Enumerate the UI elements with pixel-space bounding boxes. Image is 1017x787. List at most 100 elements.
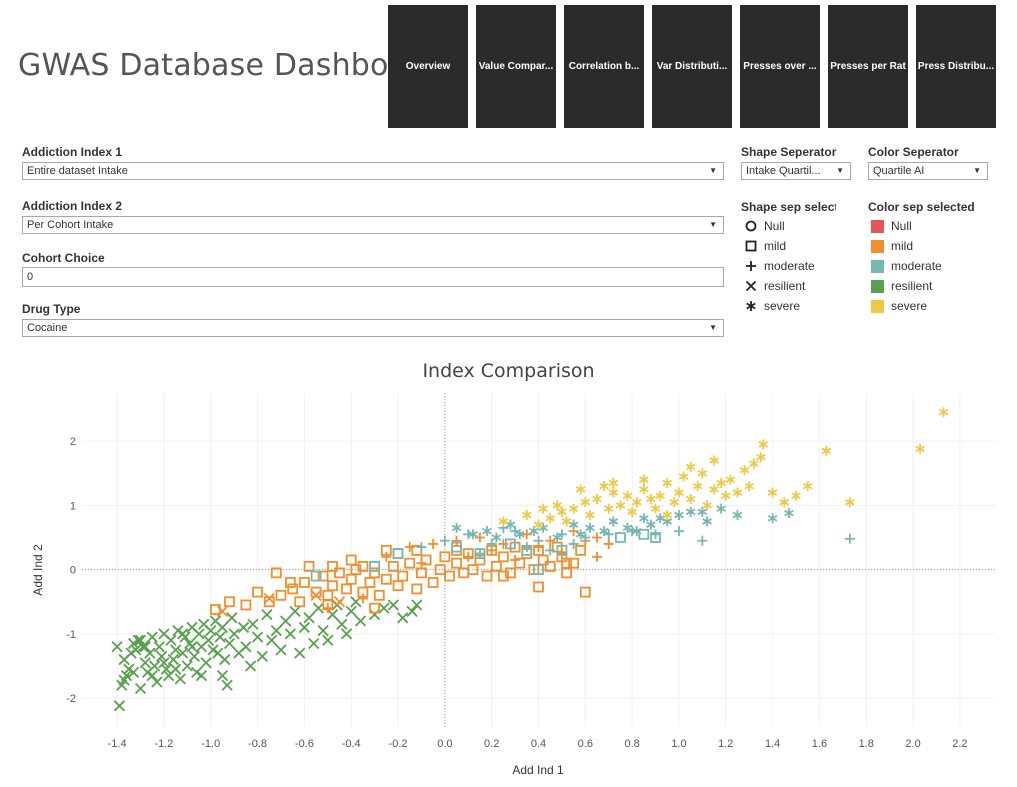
data-point — [416, 558, 427, 569]
shape-legend-label: Null — [764, 219, 785, 233]
data-point — [416, 567, 427, 579]
data-point — [397, 612, 409, 624]
data-point — [568, 557, 580, 569]
data-point — [575, 544, 587, 556]
color-legend-item[interactable]: severe — [871, 299, 927, 313]
data-point — [223, 637, 236, 650]
data-point — [289, 605, 301, 618]
data-point — [678, 471, 689, 482]
nav-presses-per-rat-button[interactable]: Presses per Rat — [828, 5, 908, 128]
data-point — [357, 593, 368, 604]
data-point — [521, 542, 532, 553]
data-point — [716, 477, 726, 488]
nav-correlation-button[interactable]: Correlation b... — [564, 5, 644, 128]
data-point — [340, 628, 353, 640]
data-point — [599, 481, 609, 492]
data-point — [310, 570, 322, 582]
data-point — [655, 513, 666, 524]
x-tick-label: -0.4 — [342, 738, 361, 750]
data-point — [387, 599, 399, 611]
nav-overview-button[interactable]: Overview — [388, 5, 468, 128]
color-legend-item[interactable]: moderate — [871, 259, 942, 273]
data-point — [732, 487, 743, 498]
data-point — [521, 529, 532, 540]
data-point — [744, 481, 754, 492]
color-legend-label: mild — [891, 239, 914, 253]
color-legend-item[interactable]: mild — [871, 239, 913, 253]
data-point — [603, 503, 614, 514]
data-point — [327, 561, 338, 572]
x-tick-label: 1.2 — [718, 738, 733, 750]
data-point — [134, 634, 147, 646]
data-point — [702, 516, 712, 527]
data-point — [158, 657, 170, 669]
cohort-choice-input[interactable]: 0 — [22, 267, 724, 287]
data-point — [303, 561, 315, 572]
data-point — [673, 526, 684, 537]
addiction-index-1-dropdown[interactable]: Entire dataset Intake ▼ — [22, 162, 724, 180]
color-separator-dropdown[interactable]: Quartile AI ▼ — [868, 162, 988, 180]
data-point — [368, 608, 381, 621]
data-point — [510, 555, 521, 565]
shape-separator-value: Intake Quartil... — [746, 165, 821, 177]
addiction-index-2-label: Addiction Index 2 — [22, 199, 123, 213]
x-tick-label: 0.2 — [484, 738, 499, 750]
data-point — [265, 634, 278, 646]
data-point — [674, 487, 684, 498]
data-point — [369, 567, 381, 579]
data-point — [153, 641, 165, 653]
data-point — [252, 586, 263, 598]
addiction-index-2-dropdown[interactable]: Per Cohort Intake ▼ — [22, 216, 724, 234]
shape-separator-dropdown[interactable]: Intake Quartil... ▼ — [741, 162, 851, 180]
data-point — [284, 628, 296, 640]
y-tick-label: -2 — [66, 693, 76, 705]
x-tick-label: 0.8 — [624, 738, 639, 750]
data-point — [226, 612, 238, 624]
shape-legend-item[interactable]: severe — [745, 299, 800, 313]
data-point — [579, 586, 591, 598]
data-point — [474, 548, 486, 559]
x-tick-label: 1.4 — [765, 738, 780, 750]
data-point — [646, 493, 656, 504]
data-point — [428, 538, 439, 549]
data-point — [139, 657, 151, 669]
nav-press-distribution-button[interactable]: Press Distribu... — [916, 5, 996, 128]
shape-legend-item[interactable]: mild — [745, 239, 786, 253]
color-swatch — [871, 279, 884, 293]
color-swatch — [871, 219, 884, 233]
nav-presses-over-button[interactable]: Presses over ... — [740, 5, 820, 128]
data-point — [709, 484, 719, 495]
data-point — [167, 653, 179, 666]
cohort-choice-label: Cohort Choice — [22, 251, 105, 265]
data-point — [585, 510, 595, 521]
shape-legend-item[interactable]: resilient — [745, 279, 805, 293]
data-point — [303, 612, 315, 624]
data-point — [224, 596, 235, 608]
drug-type-dropdown[interactable]: Cocaine ▼ — [22, 319, 724, 337]
data-point — [404, 557, 416, 569]
nav-value-comparison-button[interactable]: Value Compar... — [476, 5, 556, 128]
data-point — [247, 618, 259, 630]
nav-var-distribution-button[interactable]: Var Distributi... — [652, 5, 732, 128]
data-point — [720, 490, 731, 501]
color-swatch — [871, 299, 884, 313]
data-point — [219, 653, 231, 666]
chart-marks — [111, 407, 949, 712]
data-point — [915, 443, 925, 454]
data-point — [369, 561, 381, 572]
color-legend-item[interactable]: resilient — [871, 279, 932, 293]
data-point — [505, 567, 516, 579]
shape-legend-item[interactable]: moderate — [745, 259, 815, 273]
data-point — [294, 647, 306, 659]
color-legend-item[interactable]: Null — [871, 219, 912, 233]
data-point — [474, 548, 485, 559]
data-point — [373, 589, 385, 601]
data-point — [118, 653, 130, 666]
data-point — [568, 519, 579, 530]
color-swatch — [871, 239, 884, 253]
data-point — [845, 497, 855, 508]
data-point — [556, 548, 567, 559]
scatter-chart[interactable]: -1.4 -1.2 -1.0 -0.8 -0.6 -0.4 -0.2 0.0 0.2 0.4 0.6… — [0, 380, 1017, 787]
shape-legend-item[interactable]: Null — [745, 219, 785, 233]
data-point — [685, 506, 696, 517]
